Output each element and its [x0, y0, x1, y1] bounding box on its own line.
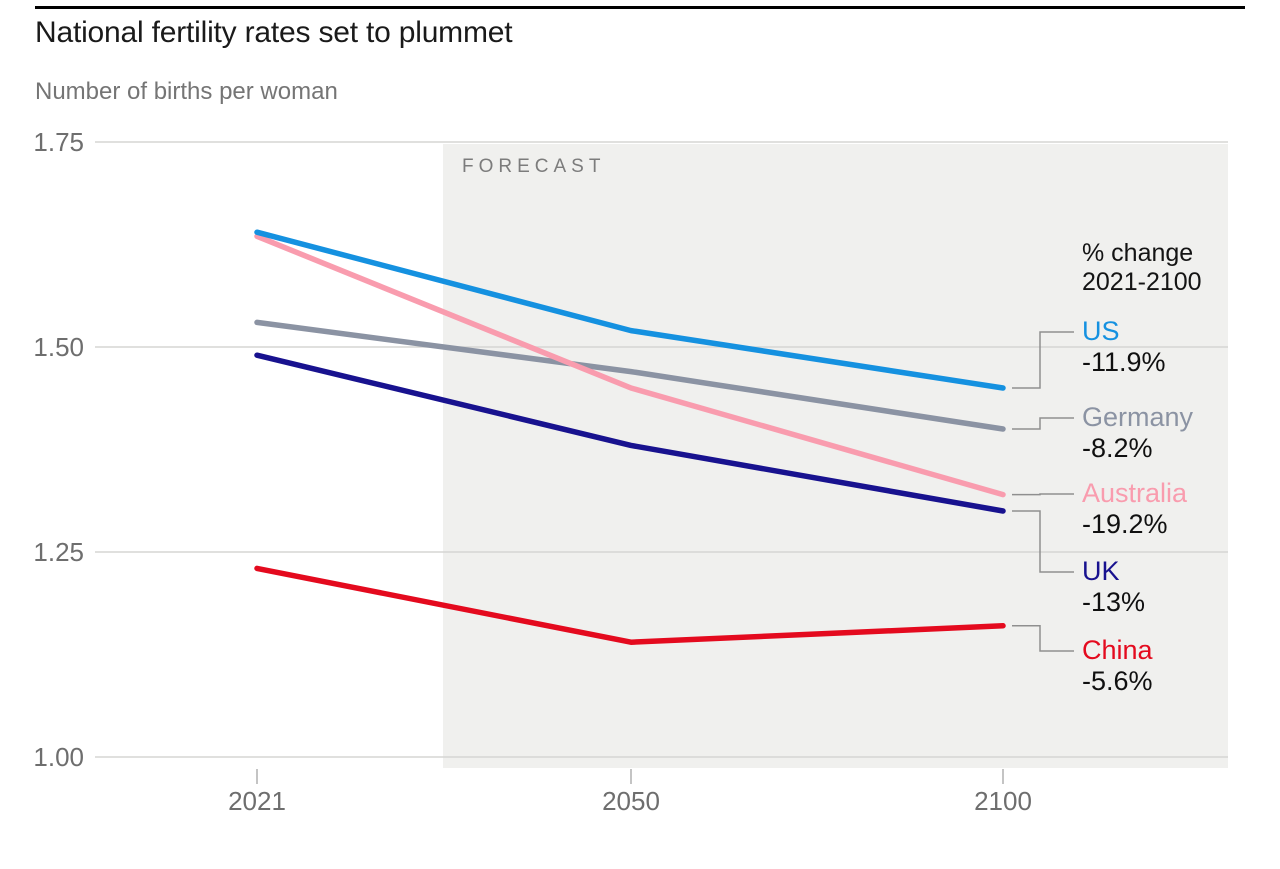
connector-UK	[1012, 510, 1074, 573]
annotation-China: China -5.6%	[1082, 635, 1153, 697]
y-tick-label-1.25: 1.25	[33, 537, 84, 567]
series-line-Germany	[254, 319, 1006, 432]
chart-title: National fertility rates set to plummet	[35, 16, 513, 49]
connector-China	[1012, 625, 1074, 652]
forecast-band	[443, 144, 1228, 768]
annotation-UK: UK -13%	[1082, 556, 1145, 618]
connector-US	[1012, 331, 1074, 389]
series-label-US: US	[1082, 316, 1120, 346]
series-line-US	[254, 229, 1006, 391]
connector-Germany	[1012, 417, 1074, 430]
series-line-China	[254, 565, 1006, 645]
connector-Australia	[1012, 493, 1074, 496]
x-tick-label-2100: 2100	[974, 786, 1032, 816]
series-pct-change-UK: -13%	[1082, 587, 1146, 617]
series-pct-change-China: -5.6%	[1082, 666, 1153, 696]
y-tick-label-1.75: 1.75	[33, 127, 84, 157]
series-line-UK	[254, 352, 1006, 514]
series-pct-change-Germany: -8.2%	[1082, 433, 1153, 463]
pct-change-header: % change 2021-2100	[1082, 239, 1202, 297]
pct-change-header-line2: 2021-2100	[1082, 268, 1202, 296]
series-label-Australia: Australia	[1082, 478, 1188, 508]
series-pct-change-US: -11.9%	[1082, 347, 1166, 377]
annotation-US: US -11.9%	[1082, 316, 1166, 378]
series-pct-change-Australia: -19.2%	[1082, 509, 1168, 539]
series-line-Australia	[254, 233, 1006, 498]
annotation-Germany: Germany -8.2%	[1082, 402, 1193, 464]
y-tick-label-1.50: 1.50	[33, 332, 84, 362]
forecast-label: FORECAST	[462, 156, 605, 177]
series-label-China: China	[1082, 635, 1153, 665]
annotation-Australia: Australia -19.2%	[1082, 478, 1187, 540]
chart-subtitle: Number of births per woman	[35, 78, 338, 105]
y-tick-label-1.00: 1.00	[33, 742, 84, 772]
x-tick-label-2050: 2050	[602, 786, 660, 816]
pct-change-header-line1: % change	[1082, 239, 1194, 267]
series-label-UK: UK	[1082, 556, 1120, 586]
series-label-Germany: Germany	[1082, 402, 1194, 432]
x-tick-label-2021: 2021	[228, 786, 286, 816]
top-rule	[35, 6, 1245, 9]
